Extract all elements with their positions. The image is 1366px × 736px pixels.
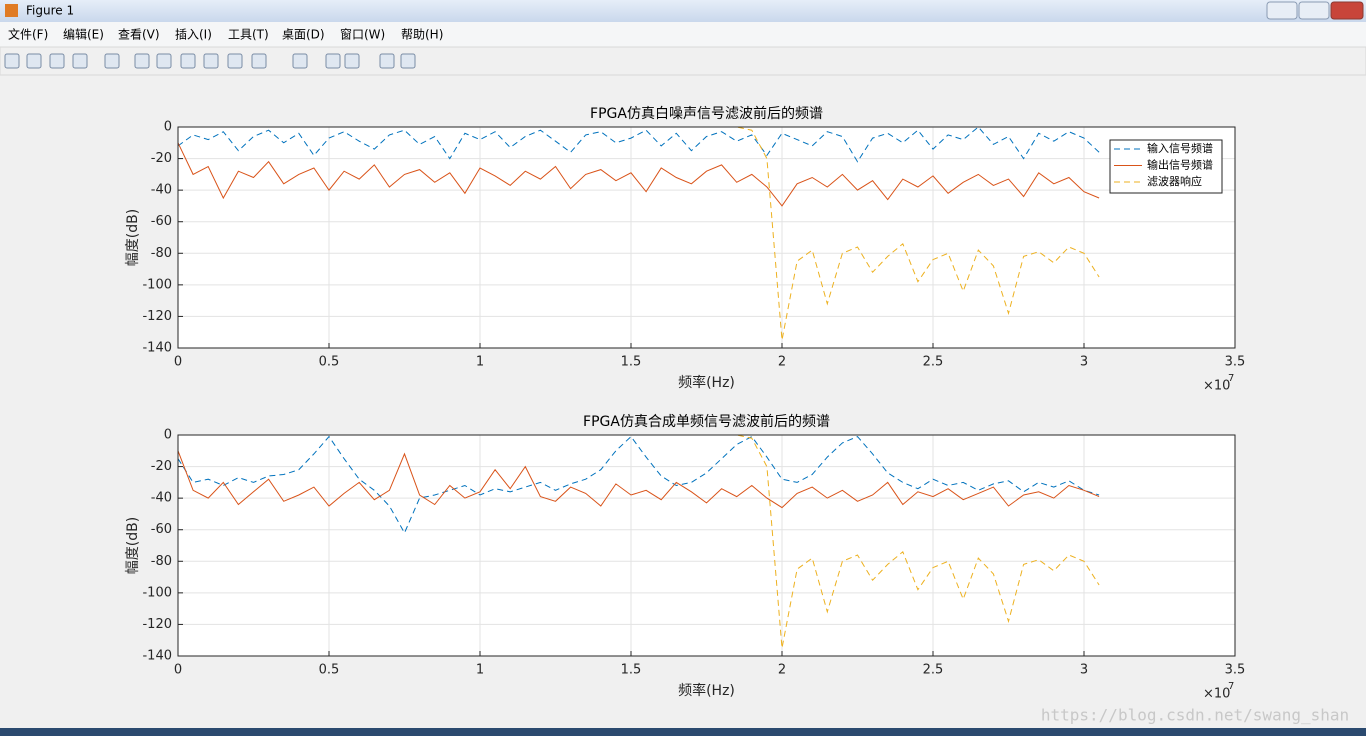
watermark: https://blog.csdn.net/swang_shan	[1041, 706, 1349, 725]
menu-item[interactable]: 窗口(W)	[340, 28, 385, 42]
maximize-button[interactable]	[1298, 1, 1330, 20]
legend-label: 输入信号频谱	[1147, 141, 1213, 155]
toolbar-button[interactable]	[26, 53, 42, 69]
y-tick-label: -40	[151, 491, 172, 506]
legend-label: 输出信号频谱	[1147, 158, 1213, 172]
minimize-button[interactable]	[1266, 1, 1298, 20]
x-tick-label: 1	[476, 355, 484, 370]
x-multiplier: ×10	[1203, 687, 1230, 702]
toolbar-buttons	[4, 53, 416, 69]
toolbar-button[interactable]	[400, 53, 416, 69]
y-tick-label: -100	[142, 277, 172, 292]
toolbar-button[interactable]	[292, 53, 308, 69]
title-bar	[0, 0, 1366, 22]
chart: 0 0.5 1 1.5 2 2.5 3 3.5 -140 -120 -100 -80 -60 -40 -20…	[125, 105, 1245, 394]
series-line	[177, 126, 1100, 163]
chart-title: FPGA仿真白噪声信号滤波前后的频谱	[590, 105, 823, 122]
x-tick-label: 2	[778, 355, 786, 370]
app-icon	[5, 4, 18, 17]
window-title: Figure 1	[26, 4, 74, 18]
toolbar-button[interactable]	[72, 53, 88, 69]
x-tick-label: 3.5	[1225, 355, 1246, 370]
menu-item[interactable]: 插入(I)	[175, 28, 212, 42]
taskbar	[0, 728, 1366, 736]
series-line	[177, 435, 1100, 535]
x-tick-label: 2.5	[923, 355, 944, 370]
series-line	[177, 450, 1100, 509]
toolbar-button[interactable]	[104, 53, 120, 69]
menu-item[interactable]: 帮助(H)	[401, 28, 443, 42]
menu-item[interactable]: 桌面(D)	[282, 28, 325, 42]
menu-item[interactable]: 编辑(E)	[63, 27, 104, 42]
toolbar-button[interactable]	[4, 53, 20, 69]
x-axis-label: 频率(Hz)	[678, 374, 735, 391]
legend-label: 滤波器响应	[1147, 174, 1202, 188]
y-tick-label: 0	[164, 120, 172, 135]
series-line	[177, 142, 1100, 207]
menu-item[interactable]: 查看(V)	[118, 28, 160, 42]
toolbar-button[interactable]	[325, 53, 341, 69]
axes-box	[177, 126, 1236, 349]
toolbar-button[interactable]	[180, 53, 196, 69]
x-multiplier-exponent: 7	[1228, 681, 1234, 692]
y-tick-label: -20	[151, 151, 172, 166]
x-tick-label: 3	[1080, 663, 1088, 678]
y-tick-label: -40	[151, 183, 172, 198]
toolbar-button[interactable]	[251, 53, 267, 69]
x-tick-label: 3	[1080, 355, 1088, 370]
x-tick-label: 2	[778, 663, 786, 678]
y-tick-label: -80	[151, 246, 172, 261]
x-tick-label: 0.5	[319, 355, 340, 370]
toolbar-button[interactable]	[227, 53, 243, 69]
menu-item[interactable]: 工具(T)	[228, 28, 269, 42]
x-tick-label: 1.5	[621, 355, 642, 370]
menu-item[interactable]: 文件(F)	[8, 27, 48, 42]
x-tick-label: 1	[476, 663, 484, 678]
axes-box	[177, 434, 1236, 657]
toolbar-button[interactable]	[379, 53, 395, 69]
y-tick-label: -60	[151, 522, 172, 537]
plot-area	[178, 435, 1235, 656]
y-tick-label: -80	[151, 554, 172, 569]
menu-bar	[0, 22, 1366, 47]
chart: 0 0.5 1 1.5 2 2.5 3 3.5 -140 -120 -100 -80 -60 -40 -20…	[125, 413, 1245, 702]
y-tick-label: -60	[151, 214, 172, 229]
y-tick-label: -140	[142, 341, 172, 356]
close-button[interactable]	[1330, 1, 1364, 20]
y-axis-label: 幅度(dB)	[125, 209, 141, 266]
toolbar-button[interactable]	[134, 53, 150, 69]
x-tick-label: 0.5	[319, 663, 340, 678]
x-multiplier: ×10	[1203, 379, 1230, 394]
y-tick-label: 0	[164, 428, 172, 443]
menu: 文件(F) 编辑(E) 查看(V) 插入(I) 工具(T) 桌面(D) 窗口(W) 帮助(H)	[8, 27, 443, 42]
y-axis-label: 幅度(dB)	[125, 517, 141, 574]
y-tick-label: -140	[142, 649, 172, 664]
chart-title: FPGA仿真合成单频信号滤波前后的频谱	[583, 413, 830, 430]
toolbar-button[interactable]	[49, 53, 65, 69]
toolbar-button[interactable]	[156, 53, 172, 69]
x-tick-label: 0	[174, 663, 182, 678]
x-tick-label: 1.5	[621, 663, 642, 678]
x-tick-label: 3.5	[1225, 663, 1246, 678]
y-tick-label: -120	[142, 309, 172, 324]
y-tick-label: -100	[142, 585, 172, 600]
x-tick-label: 0	[174, 355, 182, 370]
toolbar-button[interactable]	[203, 53, 219, 69]
plot-area	[178, 127, 1235, 348]
x-axis-label: 频率(Hz)	[678, 682, 735, 699]
toolbar-button[interactable]	[344, 53, 360, 69]
x-tick-label: 2.5	[923, 663, 944, 678]
y-tick-label: -20	[151, 459, 172, 474]
y-tick-label: -120	[142, 617, 172, 632]
x-multiplier-exponent: 7	[1228, 373, 1234, 384]
